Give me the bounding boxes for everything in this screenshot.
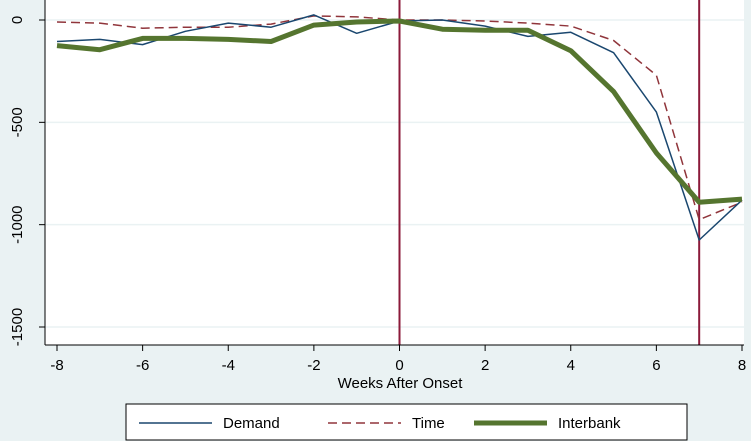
grid-layer xyxy=(45,19,744,328)
y-tick-label: -1500 xyxy=(9,308,26,346)
x-axis-title: Weeks After Onset xyxy=(338,375,464,392)
series-line-interbank xyxy=(56,18,743,205)
x-tick-label: 2 xyxy=(481,357,489,374)
x-tick-label: 8 xyxy=(738,357,746,374)
legend: Demand Time Interbank xyxy=(125,403,688,441)
plot-area xyxy=(45,0,744,345)
series-layer xyxy=(56,14,743,241)
x-tick-label: -6 xyxy=(136,357,149,374)
x-tick-label: 4 xyxy=(567,357,575,374)
legend-box xyxy=(125,403,688,441)
x-tick-label: 6 xyxy=(652,357,660,374)
legend-label-demand: Demand xyxy=(223,415,280,432)
y-tick-label: -500 xyxy=(9,107,26,137)
x-tick-label: -8 xyxy=(50,357,63,374)
y-tick-label: -1000 xyxy=(9,205,26,243)
x-tick-label: -2 xyxy=(307,357,320,374)
y-tick-label: 0 xyxy=(9,16,26,24)
axis-layer: 0 -500 -1000 -1500 -8 -6 -4 -2 0 2 4 6 8 xyxy=(9,0,746,374)
legend-label-time: Time xyxy=(412,415,445,432)
x-tick-label: -4 xyxy=(222,357,235,374)
x-tick-label: 0 xyxy=(395,357,403,374)
legend-items: Demand Time Interbank xyxy=(139,415,621,432)
reference-lines xyxy=(398,0,701,345)
legend-label-interbank: Interbank xyxy=(558,415,621,432)
